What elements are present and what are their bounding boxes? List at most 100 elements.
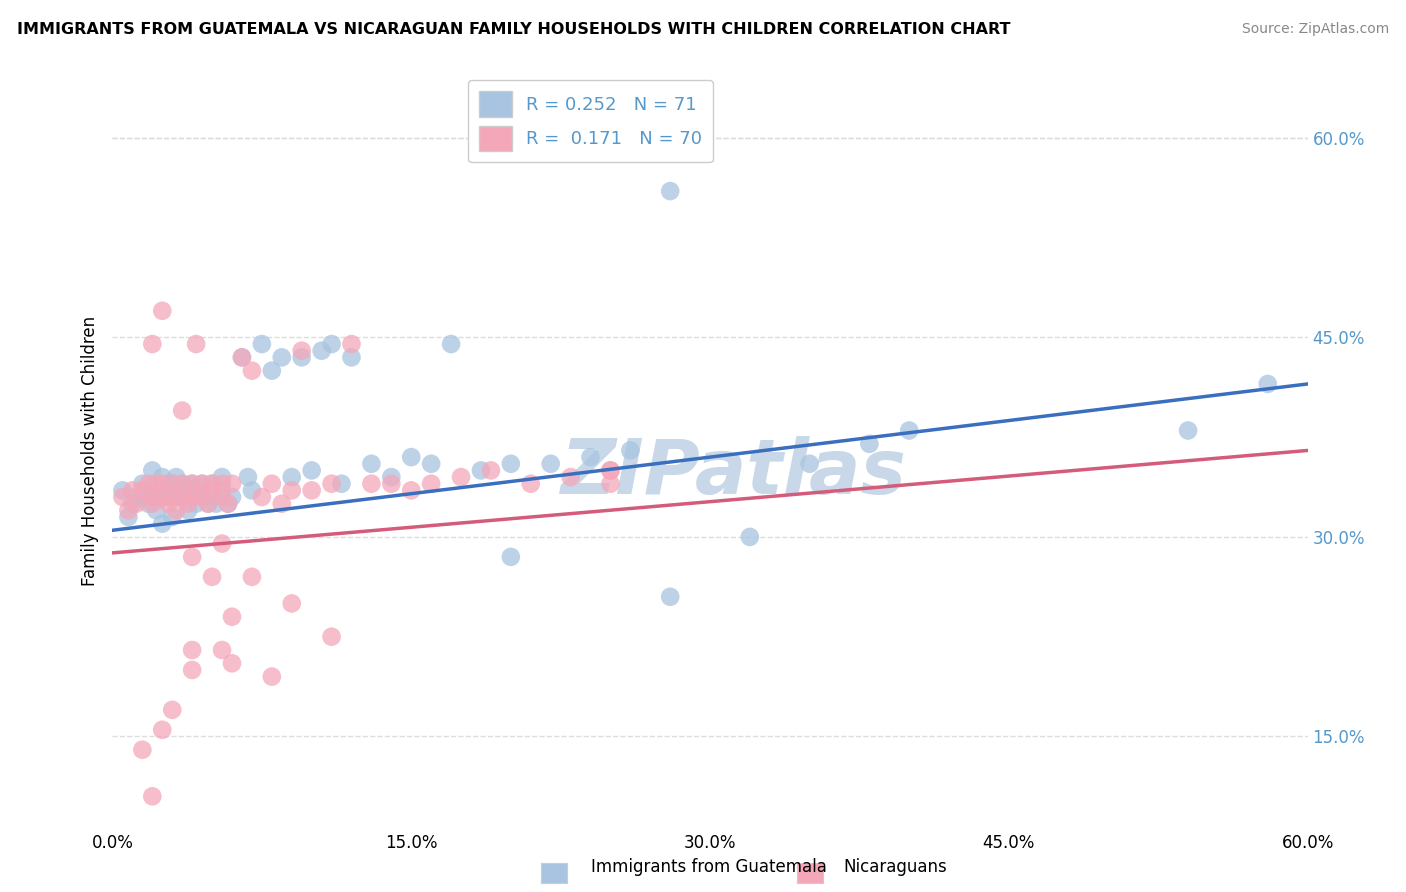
Point	[1177, 424, 1199, 438]
Point	[162, 490, 183, 504]
Point	[165, 470, 187, 484]
Point	[799, 457, 821, 471]
Point	[321, 337, 343, 351]
Point	[197, 497, 219, 511]
Point	[181, 643, 204, 657]
Point	[221, 476, 243, 491]
Point	[121, 483, 143, 498]
Point	[117, 503, 139, 517]
Point	[330, 476, 353, 491]
Point	[470, 463, 492, 477]
Point	[599, 476, 621, 491]
Point	[131, 490, 153, 504]
Point	[145, 476, 167, 491]
Point	[579, 450, 602, 464]
Point	[172, 476, 194, 491]
Point	[150, 470, 173, 484]
Point	[217, 497, 239, 511]
Point	[150, 490, 173, 504]
Point	[201, 570, 224, 584]
Point	[260, 476, 283, 491]
Point	[231, 351, 253, 365]
Point	[125, 497, 148, 511]
Point	[260, 670, 283, 684]
Y-axis label: Family Households with Children: Family Households with Children	[80, 316, 98, 585]
Point	[177, 503, 200, 517]
Point	[898, 424, 921, 438]
Point	[162, 476, 183, 491]
Point	[211, 490, 233, 504]
Point	[111, 490, 134, 504]
Point	[211, 483, 233, 498]
Point	[221, 657, 243, 671]
Point	[340, 351, 363, 365]
Point	[157, 490, 180, 504]
Point	[145, 503, 167, 517]
Point	[172, 476, 194, 491]
Point	[186, 497, 208, 511]
Point	[221, 490, 243, 504]
Point	[141, 490, 163, 504]
Point	[138, 476, 160, 491]
Point	[131, 476, 153, 491]
Point	[479, 463, 502, 477]
Text: ZIPatlas: ZIPatlas	[561, 436, 907, 510]
Point	[380, 476, 402, 491]
Point	[191, 476, 214, 491]
Point	[211, 470, 233, 484]
Point	[270, 497, 292, 511]
Point	[162, 476, 183, 491]
Point	[281, 470, 304, 484]
Point	[250, 337, 273, 351]
Point	[172, 490, 194, 504]
Point	[157, 476, 180, 491]
Point	[197, 497, 219, 511]
Point	[205, 497, 228, 511]
Point	[191, 476, 214, 491]
Point	[231, 351, 253, 365]
Point	[250, 490, 273, 504]
Point	[141, 490, 163, 504]
Point	[201, 476, 224, 491]
Point	[450, 470, 472, 484]
Point	[181, 476, 204, 491]
Point	[738, 530, 761, 544]
Point	[186, 337, 208, 351]
Point	[858, 437, 880, 451]
Point	[141, 497, 163, 511]
Point	[380, 470, 402, 484]
Point	[181, 490, 204, 504]
Point	[150, 516, 173, 531]
Point	[311, 343, 333, 358]
Point	[201, 490, 224, 504]
Point	[141, 463, 163, 477]
Point	[117, 510, 139, 524]
Point	[236, 470, 259, 484]
Point	[301, 483, 323, 498]
Point	[141, 337, 163, 351]
Point	[181, 490, 204, 504]
Point	[138, 497, 160, 511]
Text: Nicaraguans: Nicaraguans	[844, 858, 948, 876]
Point	[560, 470, 582, 484]
Legend: R = 0.252   N = 71, R =  0.171   N = 70: R = 0.252 N = 71, R = 0.171 N = 70	[468, 80, 713, 162]
Point	[360, 457, 382, 471]
Point	[172, 403, 194, 417]
Point	[162, 703, 183, 717]
Point	[141, 789, 163, 804]
Point	[211, 536, 233, 550]
Point	[221, 609, 243, 624]
Point	[321, 476, 343, 491]
Point	[186, 483, 208, 498]
Point	[420, 476, 443, 491]
Point	[162, 490, 183, 504]
Point	[217, 497, 239, 511]
Point	[177, 483, 200, 498]
Text: IMMIGRANTS FROM GUATEMALA VS NICARAGUAN FAMILY HOUSEHOLDS WITH CHILDREN CORRELAT: IMMIGRANTS FROM GUATEMALA VS NICARAGUAN …	[17, 22, 1011, 37]
Point	[291, 343, 314, 358]
Point	[181, 476, 204, 491]
Point	[360, 476, 382, 491]
Point	[177, 497, 200, 511]
Point	[599, 463, 621, 477]
Point	[145, 483, 167, 498]
